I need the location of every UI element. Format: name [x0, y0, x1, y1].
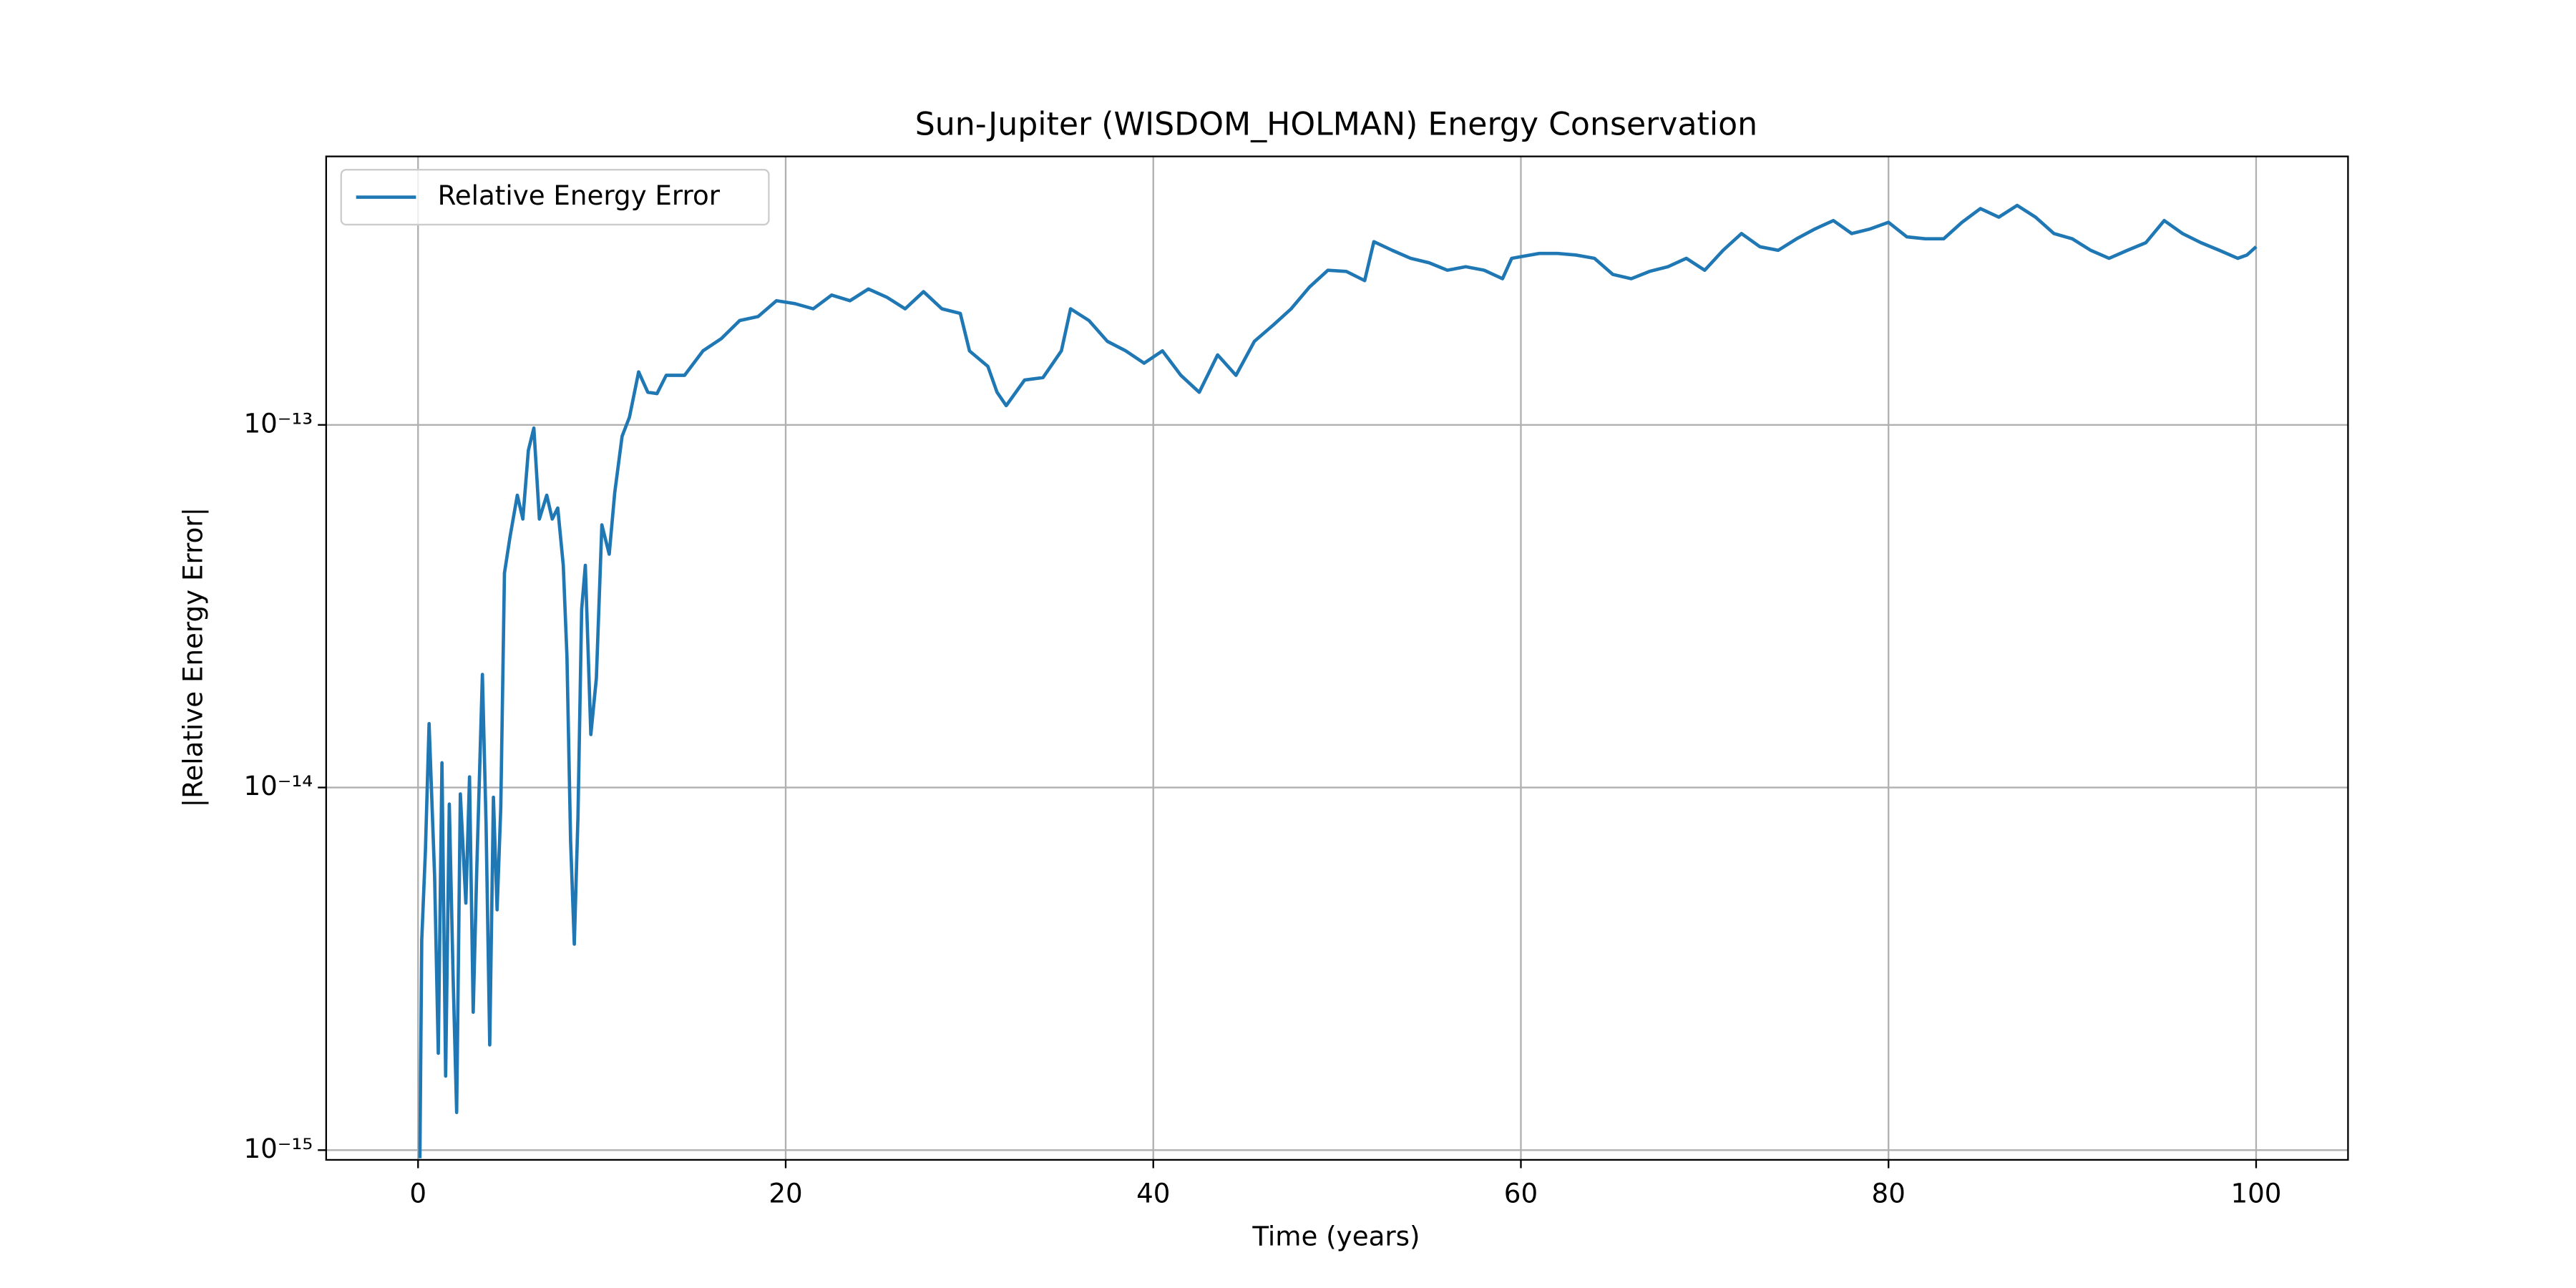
y-tick-label: 10⁻¹³	[243, 407, 313, 439]
x-tick-label: 80	[1872, 1177, 1906, 1209]
x-axis-label: Time (years)	[1252, 1221, 1420, 1252]
x-tick-label: 40	[1136, 1177, 1170, 1209]
data-line	[418, 203, 2258, 1158]
x-tick-label: 100	[2230, 1177, 2281, 1209]
legend-box	[340, 169, 770, 226]
x-tick-label: 60	[1504, 1177, 1538, 1209]
legend-label: Relative Energy Error	[438, 180, 721, 211]
x-tick-label: 0	[409, 1177, 426, 1209]
y-tick-label: 10⁻¹⁴	[243, 770, 313, 801]
y-tick-label: 10⁻¹⁵	[243, 1133, 313, 1164]
chart-title: Sun-Jupiter (WISDOM_HOLMAN) Energy Conse…	[915, 107, 1757, 143]
y-axis-label: |Relative Energy Error|	[177, 507, 210, 808]
x-tick-label: 20	[769, 1177, 802, 1209]
plot-frame	[325, 155, 2349, 1161]
